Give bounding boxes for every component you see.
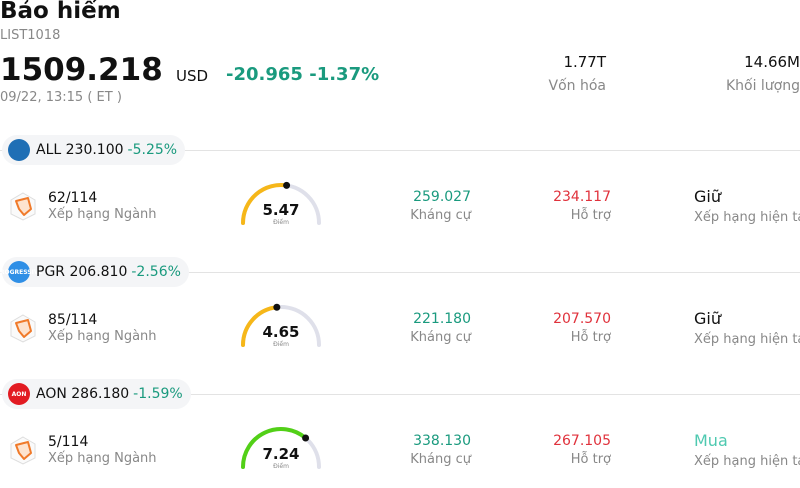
score-gauge (241, 427, 321, 469)
score-label: Điểm (273, 341, 289, 348)
support-label: Hỗ trợ (570, 208, 611, 223)
resistance-label: Kháng cự (410, 452, 471, 467)
company-logo-icon (8, 139, 30, 161)
current-rating: Giữ (694, 187, 721, 206)
gauge-marker (273, 303, 281, 311)
resistance-value: 221.180 (413, 311, 471, 327)
industry-rank-value: 5/114 (48, 434, 89, 450)
industry-rank-label: Xếp hạng Ngành (48, 451, 157, 466)
support-value: 234.117 (553, 189, 611, 205)
stock-chip[interactable]: PROGRESSIVE PGR 206.810 -2.56% (0, 257, 189, 287)
industry-rank-label: Xếp hạng Ngành (48, 329, 157, 344)
timestamp: 09/22, 13:15 ( ET ) (0, 90, 122, 105)
company-logo-icon: AON (8, 383, 30, 405)
gauge-fill (241, 427, 308, 469)
gauge-fill (241, 305, 279, 347)
industry-rank-label: Xếp hạng Ngành (48, 207, 157, 222)
stock-chip[interactable]: AON AON 286.180 -1.59% (2, 379, 191, 409)
support-value: 267.105 (553, 433, 611, 449)
section-divider (0, 272, 800, 273)
volume-value: 14.66M (744, 53, 800, 71)
ticker-price: ALL 230.100 (36, 142, 124, 158)
ticker-change: -1.59% (133, 386, 183, 402)
section-divider (0, 394, 800, 395)
resistance-label: Kháng cự (410, 208, 471, 223)
index-price: 1509.218 (0, 52, 163, 88)
support-label: Hỗ trợ (570, 452, 611, 467)
index-code: LIST1018 (0, 28, 61, 43)
market-cap-value: 1.77T (563, 53, 606, 71)
gauge-marker (283, 181, 291, 189)
resistance-value: 338.130 (413, 433, 471, 449)
change-value: -20.965 (226, 64, 303, 85)
gauge-marker (302, 434, 310, 442)
industry-rank-icon (10, 314, 36, 343)
currency-label: USD (176, 67, 209, 85)
industry-rank-icon (10, 436, 36, 465)
ticker-price: PGR 206.810 (36, 264, 128, 280)
score-gauge (241, 181, 321, 225)
current-rating-label: Xếp hạng hiện tại (694, 332, 800, 347)
score-value: 5.47 (262, 201, 300, 219)
ticker-price: AON 286.180 (36, 386, 130, 402)
current-rating: Mua (694, 431, 728, 450)
logo-text: PROGRESSIVE (0, 268, 43, 276)
ticker-change: -5.25% (127, 142, 178, 158)
support-label: Hỗ trợ (570, 330, 611, 345)
logo-text: AON (11, 390, 27, 398)
stock-chip[interactable]: ALL 230.100 -5.25% (2, 135, 186, 165)
resistance-value: 259.027 (413, 189, 471, 205)
change-percent: -1.37% (309, 64, 380, 85)
current-rating-label: Xếp hạng hiện tại (694, 210, 800, 225)
support-value: 207.570 (553, 311, 611, 327)
volume-label: Khối lượng (725, 78, 800, 94)
page-title: Bảo hiểm (0, 0, 121, 24)
current-rating-label: Xếp hạng hiện tại (694, 454, 800, 469)
score-gauge (241, 303, 321, 347)
price-change: -20.965 -1.37% (226, 64, 379, 85)
industry-rank-icon (10, 192, 36, 221)
resistance-label: Kháng cự (410, 330, 471, 345)
score-value: 7.24 (262, 445, 300, 463)
section-divider (0, 150, 800, 151)
score-label: Điểm (273, 219, 289, 226)
market-cap-label: Vốn hóa (548, 78, 606, 94)
industry-rank-value: 62/114 (48, 190, 98, 206)
industry-rank-value: 85/114 (48, 312, 98, 328)
score-label: Điểm (273, 463, 289, 470)
gauge-fill (241, 183, 289, 225)
score-value: 4.65 (262, 323, 300, 341)
ticker-change: -2.56% (131, 264, 181, 280)
company-logo-icon: PROGRESSIVE (0, 261, 43, 283)
current-rating: Giữ (694, 309, 721, 328)
